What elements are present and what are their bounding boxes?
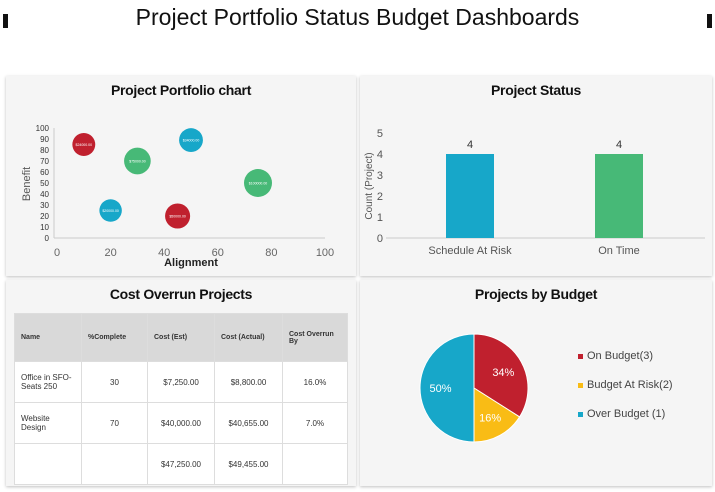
bubble-label: $24000.00 (76, 143, 93, 147)
table-header-row: Name %Complete Cost (Est) Cost (Actual) … (14, 313, 348, 362)
header-complete: %Complete (81, 313, 148, 362)
y-tick-label: 80 (40, 146, 49, 155)
bar-value-label: 4 (467, 139, 473, 151)
bubble-point (244, 169, 272, 197)
y-tick-label: 5 (377, 128, 383, 140)
cost-overrun-table: Name %Complete Cost (Est) Cost (Actual) … (14, 313, 348, 485)
header-name: Name (14, 313, 82, 362)
y-tick-label: 50 (40, 179, 49, 188)
cell-overrun (282, 443, 348, 485)
cell-complete: 30 (81, 361, 148, 403)
y-tick-label: 1 (377, 212, 383, 224)
bar-value-label: 4 (616, 139, 622, 151)
x-tick-label: 80 (265, 247, 277, 259)
legend-label: On Budget(3) (587, 350, 654, 362)
table-total-row: $47,250.00 $49,455.00 (14, 443, 348, 485)
cell-cost-est: $7,250.00 (147, 361, 215, 403)
pie-slice-label: 34% (492, 367, 514, 379)
x-axis-title: Alignment (164, 257, 218, 269)
table-row: Office in SFO-Seats 250 30 $7,250.00 $8,… (14, 361, 348, 403)
bubble-point (179, 128, 203, 153)
x-tick-label: 100 (316, 247, 334, 259)
legend-swatch (578, 382, 583, 388)
status-chart-title: Project Status (491, 82, 581, 98)
header-cost-actual: Cost (Actual) (214, 313, 283, 362)
y-tick-label: 90 (40, 135, 49, 144)
x-tick-label: 40 (158, 247, 170, 259)
y-tick-label: 60 (40, 168, 49, 177)
budget-chart-title: Projects by Budget (474, 286, 598, 302)
pie-slice (473, 387, 521, 443)
bubble-point (72, 133, 96, 156)
portfolio-chart-title: Project Portfolio chart (110, 82, 252, 98)
legend-label: Budget At Risk(2) (587, 379, 673, 391)
pie-slice (419, 333, 475, 443)
legend-label: Over Budget (1) (587, 408, 666, 420)
cell-complete: 70 (81, 402, 148, 444)
y-tick-label: 30 (40, 201, 49, 210)
cell-complete (81, 443, 148, 485)
bubble-point (165, 203, 191, 229)
y-tick-label: 10 (40, 223, 49, 232)
y-tick-label: 20 (40, 212, 49, 221)
cell-overrun: 16.0% (282, 361, 348, 403)
header-cost-est: Cost (Est) (147, 313, 215, 362)
x-category-label: On Time (598, 245, 640, 257)
portfolio-scatter-chart: 0 10 20 30 40 50 60 70 80 90 100 0 20 40 60 80 100 Alignm… (21, 124, 334, 269)
y-tick-label: 2 (377, 191, 383, 203)
budget-chart-panel: Projects by Budget 34% 16% 50% On Budget(3… (360, 280, 712, 486)
y-tick-label: 100 (36, 124, 50, 133)
bubble-label: $100000.00 (249, 182, 268, 186)
y-axis-title: Count (Project) (364, 152, 375, 219)
y-tick-label: 0 (45, 234, 50, 243)
cell-cost-actual-total: $49,455.00 (214, 443, 283, 485)
legend-item-over-budget: Over Budget (1) (578, 408, 665, 420)
bar-0 (446, 154, 494, 238)
page-title: Project Portfolio Status Budget Dashboar… (135, 4, 580, 30)
cell-name (14, 443, 82, 485)
y-tick-label: 4 (377, 149, 383, 161)
cost-overrun-panel: Cost Overrun Projects Name %Complete Cos… (6, 280, 356, 486)
y-tick-label: 70 (40, 157, 49, 166)
legend-item-budget-at-risk: Budget At Risk(2) (578, 379, 673, 391)
bar-1 (595, 154, 643, 238)
cell-cost-est: $40,000.00 (147, 402, 215, 444)
x-tick-label: 60 (212, 247, 224, 259)
legend-item-on-budget: On Budget(3) (578, 350, 653, 362)
bubble-label: $20000.00 (102, 209, 119, 213)
x-category-label: Schedule At Risk (428, 245, 512, 257)
header-overrun: Cost Overrun By (282, 313, 348, 362)
cell-cost-actual: $40,655.00 (214, 402, 283, 444)
cell-cost-actual: $8,800.00 (214, 361, 283, 403)
portfolio-chart-panel: Project Portfolio chart 0 10 20 30 40 50 60 70 8… (6, 76, 356, 276)
cell-name: Office in SFO-Seats 250 (14, 361, 82, 403)
legend-swatch (578, 353, 583, 359)
table-row: Website Design 70 $40,000.00 $40,655.00 … (14, 402, 348, 444)
pie-slice-label: 50% (430, 383, 452, 395)
legend-swatch (578, 411, 583, 417)
cost-overrun-title: Cost Overrun Projects (109, 286, 253, 302)
bubble-point (99, 199, 122, 222)
y-tick-label: 0 (377, 233, 383, 245)
x-tick-label: 20 (104, 247, 116, 259)
slide-marker-right (707, 14, 712, 28)
y-tick-label: 3 (377, 170, 383, 182)
cell-cost-est-total: $47,250.00 (147, 443, 215, 485)
cell-overrun: 7.0% (282, 402, 348, 444)
budget-pie-chart: 34% 16% 50% (419, 333, 529, 443)
cell-name: Website Design (14, 402, 82, 444)
bubble-label: $50000.00 (169, 215, 186, 219)
pie-slice-label: 16% (479, 412, 501, 424)
slide-marker-left (3, 14, 8, 28)
bubble-label: $34000.00 (183, 139, 200, 143)
y-axis-title: Benefit (21, 167, 33, 201)
y-tick-label: 40 (40, 190, 49, 199)
status-chart-panel: Project Status 0 1 2 3 4 5 Count (Project) 4 Sch… (360, 76, 712, 276)
x-tick-label: 0 (54, 247, 60, 259)
bubble-point (124, 147, 151, 175)
bubble-label: $75000.00 (129, 160, 146, 164)
